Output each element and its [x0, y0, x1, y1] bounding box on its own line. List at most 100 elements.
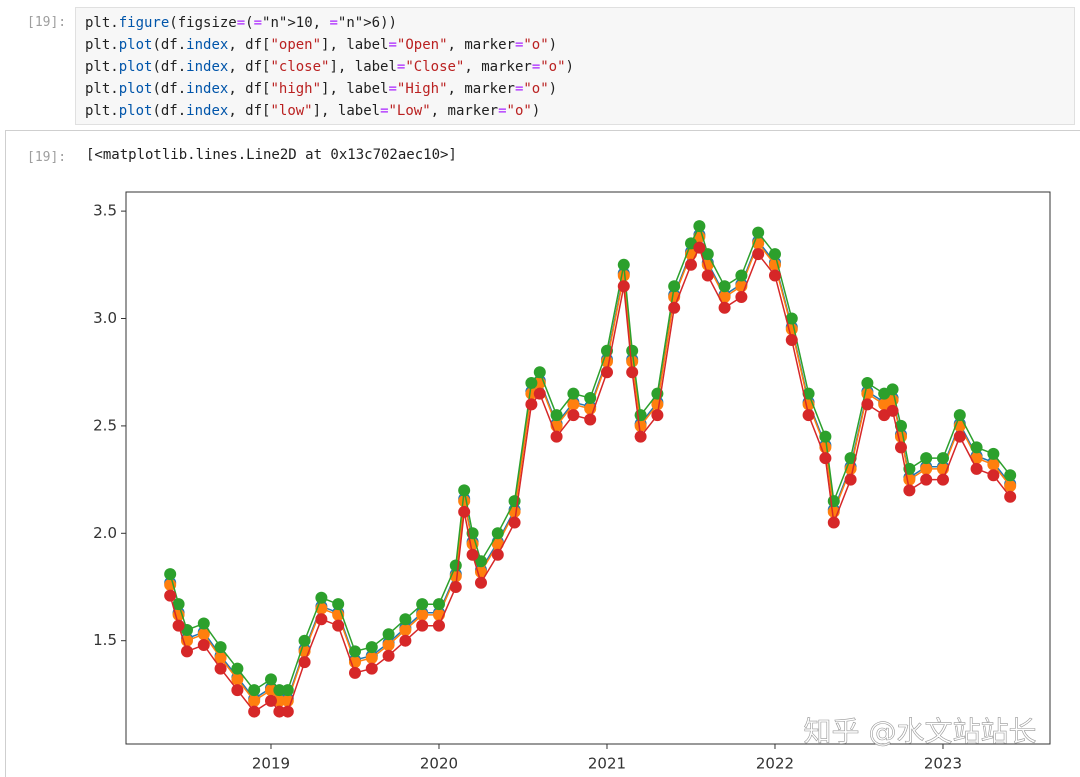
- series-line: [169, 234, 1011, 702]
- marker: [332, 598, 345, 611]
- y-tick-label: 2.5: [93, 416, 117, 434]
- marker: [281, 705, 294, 718]
- marker: [617, 258, 630, 271]
- marker: [634, 430, 647, 443]
- marker: [1004, 480, 1017, 493]
- marker: [533, 387, 546, 400]
- marker: [474, 576, 487, 589]
- marker: [886, 404, 899, 417]
- marker: [365, 651, 378, 664]
- marker: [273, 694, 286, 707]
- marker: [701, 248, 714, 261]
- marker: [458, 505, 471, 518]
- marker: [634, 419, 647, 432]
- marker: [332, 619, 345, 632]
- marker: [785, 312, 798, 325]
- marker: [819, 452, 832, 465]
- marker: [987, 447, 1000, 460]
- marker: [626, 366, 639, 379]
- marker: [180, 645, 193, 658]
- marker: [231, 684, 244, 697]
- marker: [264, 673, 277, 686]
- output-prompt: [19]:: [27, 150, 67, 165]
- marker: [894, 419, 907, 432]
- marker: [802, 387, 815, 400]
- marker: [861, 398, 874, 411]
- x-tick-label: 2021: [588, 755, 626, 773]
- marker: [970, 452, 983, 465]
- marker: [861, 387, 874, 400]
- marker: [752, 226, 765, 239]
- marker: [567, 398, 580, 411]
- marker: [264, 684, 277, 697]
- marker: [718, 301, 731, 314]
- marker: [399, 613, 412, 626]
- marker: [449, 559, 462, 572]
- code-line: plt.plot(df.index, df["close"], label="C…: [85, 59, 574, 75]
- marker: [693, 220, 706, 233]
- x-tick-label: 2019: [252, 755, 290, 773]
- marker: [264, 694, 277, 707]
- marker: [273, 705, 286, 718]
- marker: [693, 241, 706, 254]
- marker: [584, 391, 597, 404]
- marker: [626, 344, 639, 357]
- marker: [399, 634, 412, 647]
- marker: [466, 548, 479, 561]
- marker: [802, 409, 815, 422]
- output-text: [<matplotlib.lines.Line2D at 0x13c702aec…: [86, 147, 457, 163]
- marker: [172, 619, 185, 632]
- marker: [768, 248, 781, 261]
- marker: [273, 684, 286, 697]
- marker: [567, 387, 580, 400]
- marker: [432, 619, 445, 632]
- marker: [844, 473, 857, 486]
- marker: [735, 269, 748, 282]
- marker: [382, 649, 395, 662]
- marker: [634, 409, 647, 422]
- marker: [894, 441, 907, 454]
- series-line: [169, 245, 1011, 713]
- marker: [164, 589, 177, 602]
- marker: [970, 462, 983, 475]
- marker: [382, 638, 395, 651]
- marker: [348, 666, 361, 679]
- watermark: 知乎 @水文站站长: [804, 715, 1037, 748]
- marker: [735, 291, 748, 304]
- marker: [164, 578, 177, 591]
- marker: [533, 366, 546, 379]
- marker: [525, 398, 538, 411]
- marker: [768, 269, 781, 282]
- marker: [600, 366, 613, 379]
- marker: [315, 613, 328, 626]
- marker: [752, 248, 765, 261]
- marker: [416, 598, 429, 611]
- marker: [567, 409, 580, 422]
- marker: [920, 462, 933, 475]
- marker: [214, 662, 227, 675]
- axes-frame: [125, 191, 1051, 745]
- marker: [936, 473, 949, 486]
- marker: [920, 473, 933, 486]
- marker: [718, 291, 731, 304]
- marker: [718, 280, 731, 293]
- input-prompt: [19]:: [27, 15, 67, 30]
- marker: [684, 258, 697, 271]
- marker: [458, 484, 471, 497]
- x-tick-label: 2020: [420, 755, 458, 773]
- marker: [626, 355, 639, 368]
- marker: [231, 673, 244, 686]
- marker: [491, 527, 504, 540]
- marker: [903, 484, 916, 497]
- y-tick-label: 1.5: [93, 631, 117, 649]
- marker: [298, 634, 311, 647]
- marker: [214, 651, 227, 664]
- marker: [701, 269, 714, 282]
- marker: [164, 568, 177, 581]
- marker: [491, 548, 504, 561]
- code-cell[interactable]: plt.figure(figsize=(="n">10, ="n">6)) plt…: [75, 7, 1075, 125]
- marker: [348, 645, 361, 658]
- marker: [1004, 490, 1017, 503]
